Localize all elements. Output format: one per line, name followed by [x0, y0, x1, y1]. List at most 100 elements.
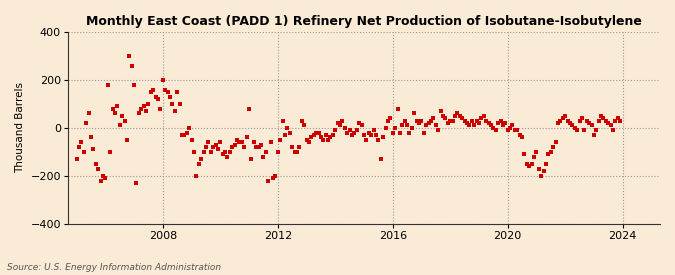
Point	[236, 140, 247, 144]
Point	[502, 128, 513, 133]
Title: Monthly East Coast (PADD 1) Refinery Net Production of Isobutane-Isobutylene: Monthly East Coast (PADD 1) Refinery Net…	[86, 15, 642, 28]
Point	[373, 138, 384, 142]
Point	[454, 114, 465, 118]
Point	[579, 128, 590, 133]
Point	[545, 150, 556, 154]
Point	[397, 123, 408, 128]
Point	[196, 157, 207, 161]
Point	[411, 119, 422, 123]
Point	[340, 126, 350, 130]
Point	[342, 130, 352, 135]
Point	[215, 140, 225, 144]
Point	[184, 126, 194, 130]
Point	[524, 164, 535, 169]
Point	[109, 111, 120, 116]
Point	[543, 152, 554, 156]
Point	[134, 111, 144, 116]
Point	[88, 147, 99, 152]
Point	[558, 116, 568, 120]
Point	[581, 119, 592, 123]
Point	[380, 126, 391, 130]
Point	[368, 128, 379, 133]
Point	[294, 145, 304, 149]
Point	[105, 150, 115, 154]
Point	[182, 130, 192, 135]
Text: Source: U.S. Energy Information Administration: Source: U.S. Energy Information Administ…	[7, 263, 221, 272]
Point	[227, 145, 238, 149]
Point	[421, 123, 432, 128]
Point	[485, 123, 496, 128]
Point	[107, 106, 118, 111]
Point	[174, 102, 185, 106]
Point	[519, 152, 530, 156]
Point	[601, 119, 612, 123]
Point	[409, 111, 420, 116]
Point	[586, 123, 597, 128]
Point	[167, 102, 178, 106]
Point	[122, 138, 132, 142]
Point	[344, 128, 355, 133]
Point	[267, 176, 278, 180]
Point	[610, 119, 621, 123]
Point	[155, 106, 166, 111]
Point	[569, 126, 580, 130]
Point	[136, 106, 146, 111]
Point	[555, 119, 566, 123]
Point	[143, 102, 154, 106]
Point	[306, 135, 317, 140]
Point	[507, 123, 518, 128]
Point	[203, 140, 214, 144]
Point	[445, 119, 456, 123]
Point	[169, 109, 180, 113]
Point	[385, 116, 396, 120]
Point	[246, 157, 256, 161]
Point	[457, 116, 468, 120]
Point	[526, 162, 537, 166]
Point	[86, 135, 97, 140]
Point	[389, 126, 400, 130]
Point	[270, 174, 281, 178]
Point	[474, 121, 485, 125]
Point	[428, 116, 439, 120]
Point	[191, 174, 202, 178]
Point	[400, 119, 410, 123]
Point	[299, 123, 310, 128]
Point	[560, 114, 570, 118]
Point	[100, 176, 111, 180]
Point	[92, 166, 103, 171]
Point	[371, 133, 381, 137]
Point	[282, 126, 293, 130]
Point	[103, 82, 113, 87]
Point	[313, 130, 324, 135]
Point	[493, 121, 504, 125]
Point	[315, 135, 326, 140]
Point	[251, 145, 262, 149]
Point	[418, 130, 429, 135]
Point	[296, 119, 307, 123]
Point	[383, 119, 394, 123]
Point	[426, 119, 437, 123]
Point	[200, 145, 211, 149]
Point	[347, 133, 358, 137]
Point	[414, 121, 425, 125]
Point	[490, 128, 501, 133]
Point	[536, 174, 547, 178]
Point	[564, 121, 575, 125]
Point	[284, 130, 295, 135]
Point	[219, 150, 230, 154]
Point	[119, 119, 130, 123]
Point	[356, 123, 367, 128]
Point	[497, 123, 508, 128]
Point	[406, 126, 417, 130]
Point	[310, 130, 321, 135]
Point	[138, 104, 149, 109]
Point	[217, 152, 228, 156]
Point	[332, 121, 343, 125]
Point	[114, 123, 125, 128]
Point	[98, 174, 109, 178]
Point	[318, 138, 329, 142]
Point	[598, 116, 609, 120]
Point	[500, 121, 511, 125]
Point	[261, 150, 271, 154]
Point	[495, 119, 506, 123]
